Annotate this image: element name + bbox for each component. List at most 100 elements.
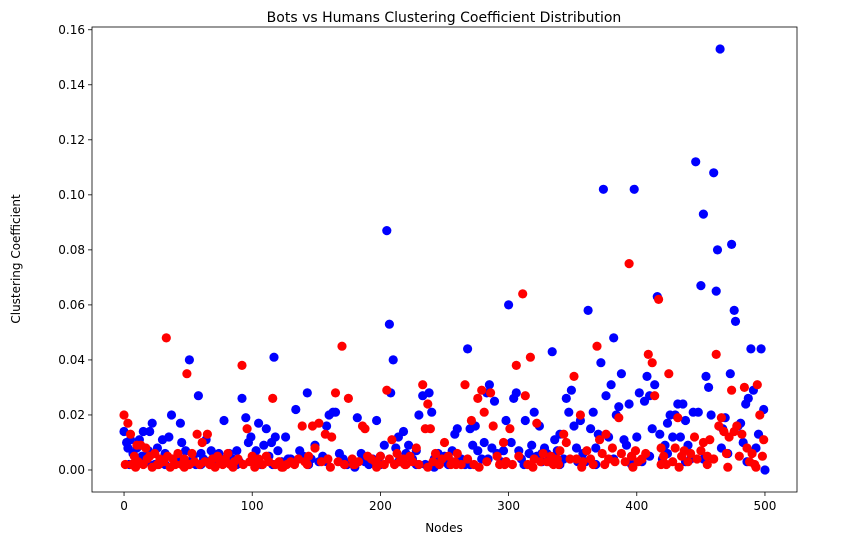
x-tick-label: 0 — [120, 499, 128, 513]
scatter-point — [254, 418, 264, 428]
scatter-point — [232, 446, 242, 456]
scatter-point — [205, 459, 215, 470]
y-tick-label: 0.04 — [58, 353, 85, 367]
scatter-point — [375, 451, 385, 461]
scatter-point — [723, 462, 733, 472]
scatter-point — [673, 413, 683, 423]
scatter-point — [330, 388, 341, 398]
scatter-point — [686, 448, 696, 459]
scatter-point — [575, 410, 586, 420]
scatter-point — [518, 289, 528, 299]
scatter-point — [161, 333, 171, 343]
scatter-point — [554, 459, 564, 470]
scatter-point — [674, 462, 684, 472]
scatter-point — [379, 440, 389, 450]
y-tick-label: 0.16 — [58, 23, 85, 37]
scatter-point — [609, 333, 619, 343]
scatter-point — [223, 448, 233, 459]
scatter-point — [647, 424, 657, 434]
scatter-point — [607, 443, 618, 453]
scatter-point — [675, 432, 686, 442]
scatter-point — [164, 432, 174, 442]
scatter-point — [474, 462, 484, 472]
scatter-point — [418, 380, 428, 390]
y-tick-label: 0.10 — [58, 188, 85, 202]
scatter-point — [179, 462, 189, 472]
scatter-point — [261, 424, 271, 434]
x-axis-title: Nodes — [425, 521, 463, 535]
scatter-point — [755, 410, 765, 420]
x-tick-label: 300 — [497, 499, 520, 513]
scatter-point — [489, 396, 500, 406]
scatter-point — [698, 209, 709, 219]
scatter-point — [592, 341, 602, 351]
scatter-point — [561, 393, 571, 403]
scatter-point — [582, 446, 592, 456]
scatter-point — [131, 462, 141, 472]
scatter-point — [643, 349, 653, 359]
y-tick-label: 0.00 — [58, 463, 85, 477]
scatter-point — [571, 443, 582, 453]
scatter-point — [177, 437, 187, 448]
scatter-point — [325, 462, 335, 472]
x-tick-label: 500 — [754, 499, 777, 513]
scatter-point — [527, 440, 537, 450]
scatter-point — [532, 418, 542, 428]
y-tick-label: 0.12 — [58, 133, 85, 147]
scatter-point — [507, 459, 517, 470]
scatter-point — [538, 448, 548, 459]
scatter-point — [746, 344, 756, 354]
scatter-point — [120, 459, 130, 470]
y-tick-label: 0.02 — [58, 408, 85, 422]
scatter-point — [506, 437, 516, 448]
scatter-point — [680, 415, 691, 426]
scatter-point — [737, 429, 747, 439]
scatter-point — [473, 393, 483, 403]
scatter-point — [610, 457, 620, 467]
scatter-point — [536, 457, 546, 467]
scatter-point — [473, 446, 483, 456]
scatter-point — [337, 341, 347, 351]
scatter-point — [352, 413, 362, 423]
scatter-point — [529, 407, 539, 417]
scatter-point — [647, 358, 657, 368]
scatter-point — [173, 448, 183, 459]
scatter-point — [614, 402, 624, 412]
scatter-point — [119, 410, 129, 420]
scatter-point — [752, 380, 762, 390]
x-tick-label: 200 — [369, 499, 392, 513]
scatter-point — [482, 457, 492, 467]
scatter-point — [624, 399, 634, 409]
scatter-point — [348, 459, 359, 470]
scatter-point — [725, 369, 735, 379]
scatter-point — [197, 437, 207, 448]
scatter-point — [600, 459, 610, 470]
scatter-point — [743, 393, 753, 403]
scatter-point — [730, 316, 741, 326]
scatter-point — [732, 421, 742, 431]
scatter-point — [711, 286, 721, 296]
scatter-point — [297, 421, 307, 431]
x-tick-label: 400 — [625, 499, 648, 513]
scatter-point — [606, 380, 616, 390]
scatter-point — [734, 451, 744, 461]
scatter-point — [656, 443, 666, 453]
scatter-point — [202, 429, 212, 439]
scatter-point — [382, 385, 392, 395]
scatter-point — [273, 446, 283, 456]
scatter-point — [547, 347, 557, 357]
scatter-point — [668, 457, 678, 467]
scatter-point — [528, 462, 538, 472]
scatter-point — [689, 432, 700, 442]
scatter-point — [760, 465, 770, 475]
scatter-point — [716, 413, 727, 423]
scatter-point — [588, 407, 598, 417]
y-axis: 0.00 0.02 0.04 0.06 0.08 0.10 0.12 0.14 0.16 — [58, 23, 92, 477]
scatter-point — [477, 385, 487, 395]
scatter-point — [423, 462, 433, 472]
scatter-point — [182, 369, 192, 379]
scatter-point — [314, 418, 324, 428]
scatter-point — [166, 410, 177, 420]
scatter-point — [624, 259, 634, 269]
